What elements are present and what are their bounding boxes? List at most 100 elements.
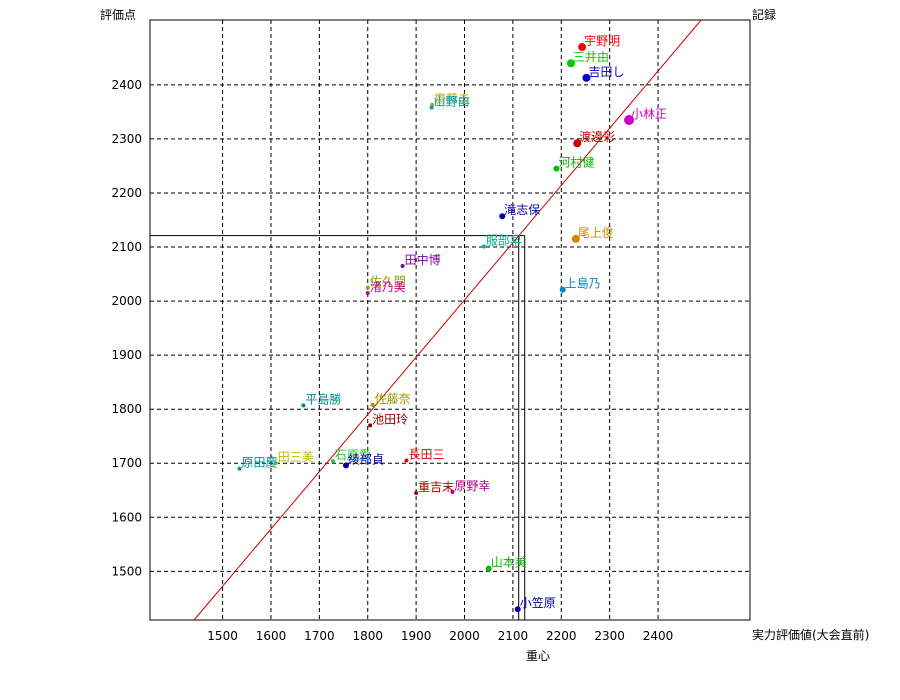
point-marker xyxy=(365,290,370,295)
data-point: 山本美 xyxy=(485,556,527,572)
centroid-lines xyxy=(150,235,526,620)
point-marker xyxy=(499,213,506,220)
data-point: 三井由 xyxy=(566,50,609,68)
data-point: 河村健 xyxy=(553,156,594,172)
point-label: 上島乃 xyxy=(565,276,601,291)
point-label: 長田三 xyxy=(408,448,444,462)
x-tick-label: 1700 xyxy=(304,629,335,643)
point-marker xyxy=(578,43,587,52)
data-point: 佐藤奈 xyxy=(370,392,411,407)
point-marker xyxy=(368,423,373,428)
point-label: 尾上俊 xyxy=(578,225,614,240)
plot-area xyxy=(149,19,751,621)
point-marker xyxy=(404,458,409,463)
x-tick-label: 1600 xyxy=(256,629,287,643)
point-label: 池田玲 xyxy=(372,412,408,426)
center-label: 重心 xyxy=(526,649,550,663)
point-marker xyxy=(481,244,486,249)
data-point: 小林正 xyxy=(624,107,667,125)
point-label: 佐久間 xyxy=(370,275,406,289)
point-marker xyxy=(566,59,575,68)
x-tick-label: 2000 xyxy=(449,629,480,643)
x-tick-label: 2200 xyxy=(546,629,577,643)
point-marker xyxy=(365,285,370,290)
data-point: 田三美 xyxy=(273,450,314,466)
data-point: 田中博 xyxy=(400,252,441,268)
y-tick-label: 2000 xyxy=(111,294,142,308)
point-label: 石原愛 xyxy=(335,448,371,462)
data-point: 吉田し xyxy=(582,65,624,82)
point-marker xyxy=(624,115,635,125)
x-tick-label: 1800 xyxy=(352,629,383,643)
point-label: 田中博 xyxy=(405,252,441,267)
point-marker xyxy=(301,403,306,408)
data-point: 服部早 xyxy=(481,232,522,249)
x-tick-label: 2100 xyxy=(498,629,529,643)
point-label: 吉田し xyxy=(588,65,624,79)
point-label: 渡邊彩 xyxy=(579,129,615,144)
data-point: 滝志保 xyxy=(499,203,540,220)
point-marker xyxy=(330,459,335,464)
point-label: 原野幸 xyxy=(454,479,490,493)
y-axis-label: 評価点 xyxy=(100,7,136,22)
trend-line xyxy=(193,19,702,621)
data-point: 池田玲 xyxy=(368,412,408,428)
grid-lines xyxy=(150,20,750,620)
y-tick-label: 1900 xyxy=(111,348,142,362)
point-marker xyxy=(559,286,566,293)
y-tick-label: 1800 xyxy=(111,402,142,416)
data-point: 石原愛 xyxy=(330,448,371,464)
point-marker xyxy=(514,606,521,613)
data-point: 平島勝 xyxy=(301,391,341,408)
data-point: 原田慶 xyxy=(237,456,278,471)
point-label: 重吉末 xyxy=(418,480,454,494)
x-tick-label: 1900 xyxy=(401,629,432,643)
point-label: 平島勝 xyxy=(305,391,341,406)
y-tick-labels: 1500 1600 1700 1800 1900 2000 2100 2200 2300 2400 xyxy=(111,78,142,578)
data-point: 佐久間 xyxy=(365,275,406,290)
data-point: 尾上俊 xyxy=(571,225,614,243)
point-marker xyxy=(414,490,419,495)
data-point: 上島乃 xyxy=(559,276,601,293)
point-marker xyxy=(582,73,591,82)
point-marker xyxy=(370,402,375,407)
y-tick-label: 2300 xyxy=(111,132,142,146)
corner-label: 記録 xyxy=(752,7,776,22)
point-label: 服部早 xyxy=(486,232,522,247)
y-tick-label: 2100 xyxy=(111,240,142,254)
x-tick-label: 2300 xyxy=(594,629,625,643)
data-point: 長田三 xyxy=(404,448,444,463)
point-marker xyxy=(342,462,349,469)
data-point: 重吉末 xyxy=(414,480,454,495)
point-label: 小林正 xyxy=(631,107,667,121)
y-tick-label: 1600 xyxy=(111,510,142,524)
data-point: 渡邊彩 xyxy=(573,129,615,148)
point-marker xyxy=(450,489,455,494)
point-marker xyxy=(485,565,492,572)
point-label: 田三美 xyxy=(278,450,314,464)
data-point: 山野由 xyxy=(429,95,470,110)
point-marker xyxy=(237,466,242,471)
point-label: 原田慶 xyxy=(242,456,278,470)
point-label: 河村健 xyxy=(558,156,594,170)
point-marker xyxy=(571,234,580,243)
data-points: 宇野明三井由吉田し齋藤圭山野由小林正渡邊彩河村健滝志保尾上俊服部早田中博上島乃佐… xyxy=(237,34,667,613)
y-tick-label: 2400 xyxy=(111,78,142,92)
data-point: 渚乃美 xyxy=(365,280,406,295)
point-label: 山本美 xyxy=(491,556,527,570)
point-marker xyxy=(400,263,405,268)
point-label: 渚乃美 xyxy=(370,280,406,294)
point-label: 小笠原 xyxy=(520,595,556,610)
point-marker xyxy=(573,139,582,148)
point-label: 滝志保 xyxy=(504,203,540,217)
trend-line-group xyxy=(193,19,702,621)
x-tick-labels: 1500 1600 1700 1800 1900 2000 2100 2200 2300 2400 xyxy=(207,629,673,643)
x-tick-label: 2400 xyxy=(643,629,674,643)
x-tick-label: 1500 xyxy=(207,629,238,643)
point-label: 宇野明 xyxy=(584,34,620,48)
point-label: 佐藤奈 xyxy=(375,392,411,406)
data-point: 宇野明 xyxy=(578,34,620,52)
point-label: 齋藤圭 xyxy=(434,91,470,106)
x-axis-label: 実力評価値(大会直前) xyxy=(752,627,869,642)
point-marker xyxy=(429,105,434,110)
